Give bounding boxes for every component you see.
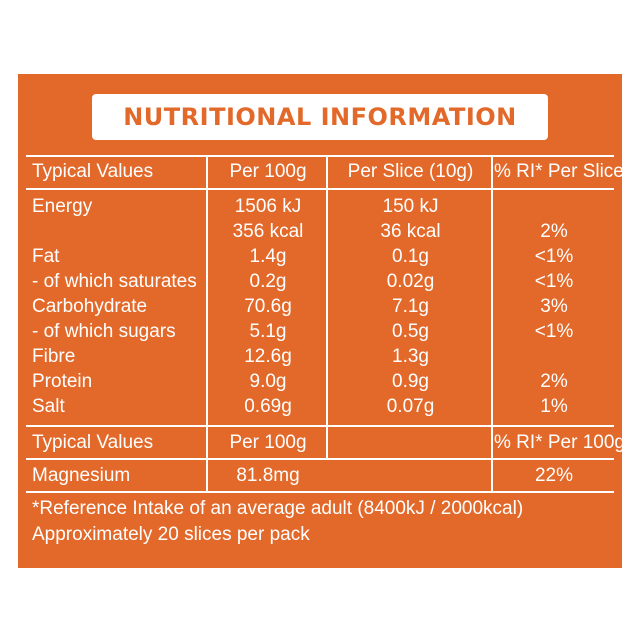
row-per-slice: 0.9g xyxy=(392,371,429,392)
row-label: Protein xyxy=(32,371,93,392)
header2-ri-per-100g: % RI* Per 100g xyxy=(494,432,625,453)
row-per-100g: 9.0g xyxy=(249,371,287,392)
table-rule xyxy=(26,425,614,427)
row-per-slice: 0.5g xyxy=(392,321,429,342)
title-banner: NUTRITIONAL INFORMATION xyxy=(95,94,545,140)
mineral-label: Magnesium xyxy=(32,465,131,486)
nutrition-table: Typical Values Per 100g Per Slice (10g) … xyxy=(26,155,625,506)
row-per-slice: 0.02g xyxy=(386,271,435,292)
table-rule xyxy=(326,426,328,460)
row-ri: <1% xyxy=(534,321,574,342)
table-rule xyxy=(491,155,493,491)
row-label: Fibre xyxy=(32,346,76,367)
row-per-100g: 0.2g xyxy=(249,271,287,292)
row-per-slice: 0.1g xyxy=(392,246,429,267)
table-rule xyxy=(326,155,328,426)
table-rule xyxy=(26,458,614,460)
row-per-100g: 1506 kJ xyxy=(234,196,302,217)
row-per-100g: 356 kcal xyxy=(232,221,304,242)
row-ri: <1% xyxy=(534,271,574,292)
row-per-100g: 5.1g xyxy=(249,321,287,342)
header2-per-100g: Per 100g xyxy=(229,432,307,453)
row-ri: 2% xyxy=(540,371,568,392)
row-per-100g: 70.6g xyxy=(244,296,292,317)
row-per-slice: 7.1g xyxy=(392,296,429,317)
row-label: - of which saturates xyxy=(32,271,197,292)
row-ri: 1% xyxy=(540,396,568,417)
row-ri: <1% xyxy=(534,246,574,267)
nutrition-panel: NUTRITIONAL INFORMATION Typical Values P… xyxy=(18,74,625,568)
table-rule xyxy=(26,188,614,190)
header-ri-per-slice: % RI* Per Slice xyxy=(494,161,624,182)
row-label: Salt xyxy=(32,396,65,417)
row-per-100g: 1.4g xyxy=(249,246,287,267)
row-per-100g: 0.69g xyxy=(244,396,292,417)
footnote: *Reference Intake of an average adult (8… xyxy=(32,498,524,519)
row-ri: 3% xyxy=(540,296,568,317)
mineral-per-100g: 81.8mg xyxy=(236,465,300,486)
table-rule xyxy=(206,155,208,491)
mineral-ri: 22% xyxy=(534,465,574,486)
row-per-slice: 150 kJ xyxy=(382,196,439,217)
header-typical-values: Typical Values xyxy=(32,161,154,182)
header2-typical-values: Typical Values xyxy=(32,432,154,453)
row-label: - of which sugars xyxy=(32,321,176,342)
header-per-100g: Per 100g xyxy=(229,161,307,182)
panel-title: NUTRITIONAL INFORMATION xyxy=(123,103,517,131)
row-ri: 2% xyxy=(540,221,568,242)
row-per-slice: 36 kcal xyxy=(380,221,441,242)
row-per-100g: 12.6g xyxy=(244,346,292,367)
header-per-slice: Per Slice (10g) xyxy=(347,161,474,182)
row-label: Fat xyxy=(32,246,60,267)
row-per-slice: 0.07g xyxy=(386,396,435,417)
row-per-slice: 1.3g xyxy=(392,346,429,367)
table-rule xyxy=(26,155,614,157)
servings-note: Approximately 20 slices per pack xyxy=(32,524,310,545)
table-rule xyxy=(26,491,614,493)
row-label: Energy xyxy=(32,196,93,217)
row-label: Carbohydrate xyxy=(32,296,148,317)
